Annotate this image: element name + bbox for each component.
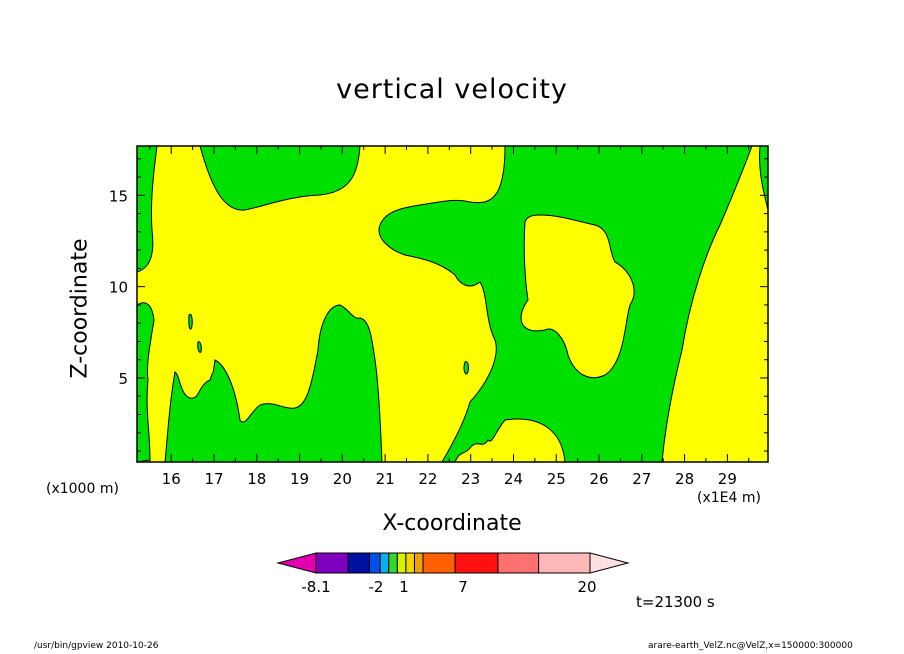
x-tick-label: 19 bbox=[290, 470, 309, 488]
chart-title: vertical velocity bbox=[336, 74, 568, 105]
plot-frame bbox=[136, 145, 769, 463]
green-island-3 bbox=[463, 361, 469, 375]
colorbar-tick-label: -2 bbox=[369, 578, 384, 596]
x-tick-label: 24 bbox=[504, 470, 523, 488]
colorbar-segment bbox=[413, 552, 424, 574]
colorbar-segment bbox=[315, 552, 349, 574]
colorbar-segment bbox=[347, 552, 371, 574]
colorbar-tick-label: 20 bbox=[577, 578, 596, 596]
colorbar-segment bbox=[379, 552, 390, 574]
green-regions bbox=[136, 145, 769, 463]
green-island-2 bbox=[197, 341, 202, 353]
x-tick-label: 22 bbox=[418, 470, 437, 488]
y-axis-label: Z-coordinate bbox=[67, 238, 93, 379]
footer-right: arare-earth_VelZ.nc@VelZ,x=150000:300000 bbox=[648, 641, 853, 651]
colorbar-segment bbox=[388, 552, 398, 574]
x-axis-ticks: 16 17 18 19 20 21 22 23 24 25 26 27 28 29 bbox=[149, 146, 750, 488]
x-unit-label: (x1E4 m) bbox=[697, 490, 761, 506]
x-tick-label: 18 bbox=[247, 470, 266, 488]
x-tick-label: 25 bbox=[547, 470, 566, 488]
y-tick-label: 10 bbox=[109, 279, 128, 297]
x-tick-label: 28 bbox=[675, 470, 694, 488]
y-axis-ticks: 5 10 15 bbox=[109, 158, 768, 452]
colorbar-segment bbox=[454, 552, 499, 574]
x-axis-label: X-coordinate bbox=[382, 511, 522, 536]
x-tick-label: 27 bbox=[632, 470, 651, 488]
x-tick-label: 26 bbox=[589, 470, 608, 488]
colorbar-segment bbox=[497, 552, 540, 574]
green-island-1 bbox=[188, 313, 193, 330]
colorbar-arrow-high bbox=[589, 552, 630, 574]
green-region-center-right bbox=[378, 145, 753, 463]
x-tick-label: 20 bbox=[333, 470, 352, 488]
green-region-left-edge-low bbox=[136, 302, 155, 463]
colorbar-tick-label: -8.1 bbox=[301, 578, 330, 596]
x-tick-label: 17 bbox=[204, 470, 223, 488]
colorbar-segment bbox=[422, 552, 456, 574]
x-tick-label: 29 bbox=[718, 470, 737, 488]
footer-left: /usr/bin/gpview 2010-10-26 bbox=[34, 641, 159, 651]
colorbar: -8.1 -2 1 7 20 bbox=[276, 552, 630, 596]
y-tick-label: 15 bbox=[109, 187, 128, 205]
green-region-bottom-left bbox=[164, 304, 383, 463]
colorbar-segment bbox=[405, 552, 415, 574]
colorbar-segment bbox=[538, 552, 591, 574]
y-unit-label: (x1000 m) bbox=[46, 481, 119, 497]
colorbar-tick-label: 7 bbox=[458, 578, 468, 596]
green-region-left-edge bbox=[136, 145, 158, 273]
colorbar-tick-label: 1 bbox=[399, 578, 409, 596]
x-tick-label: 23 bbox=[461, 470, 480, 488]
x-tick-label: 21 bbox=[376, 470, 395, 488]
time-label: t=21300 s bbox=[636, 593, 715, 611]
colorbar-segment bbox=[396, 552, 407, 574]
colorbar-arrow-low bbox=[276, 552, 317, 574]
colorbar-segment bbox=[369, 552, 381, 574]
green-region-top-left bbox=[199, 145, 361, 211]
x-tick-label: 16 bbox=[162, 470, 181, 488]
y-tick-label: 5 bbox=[118, 370, 128, 388]
